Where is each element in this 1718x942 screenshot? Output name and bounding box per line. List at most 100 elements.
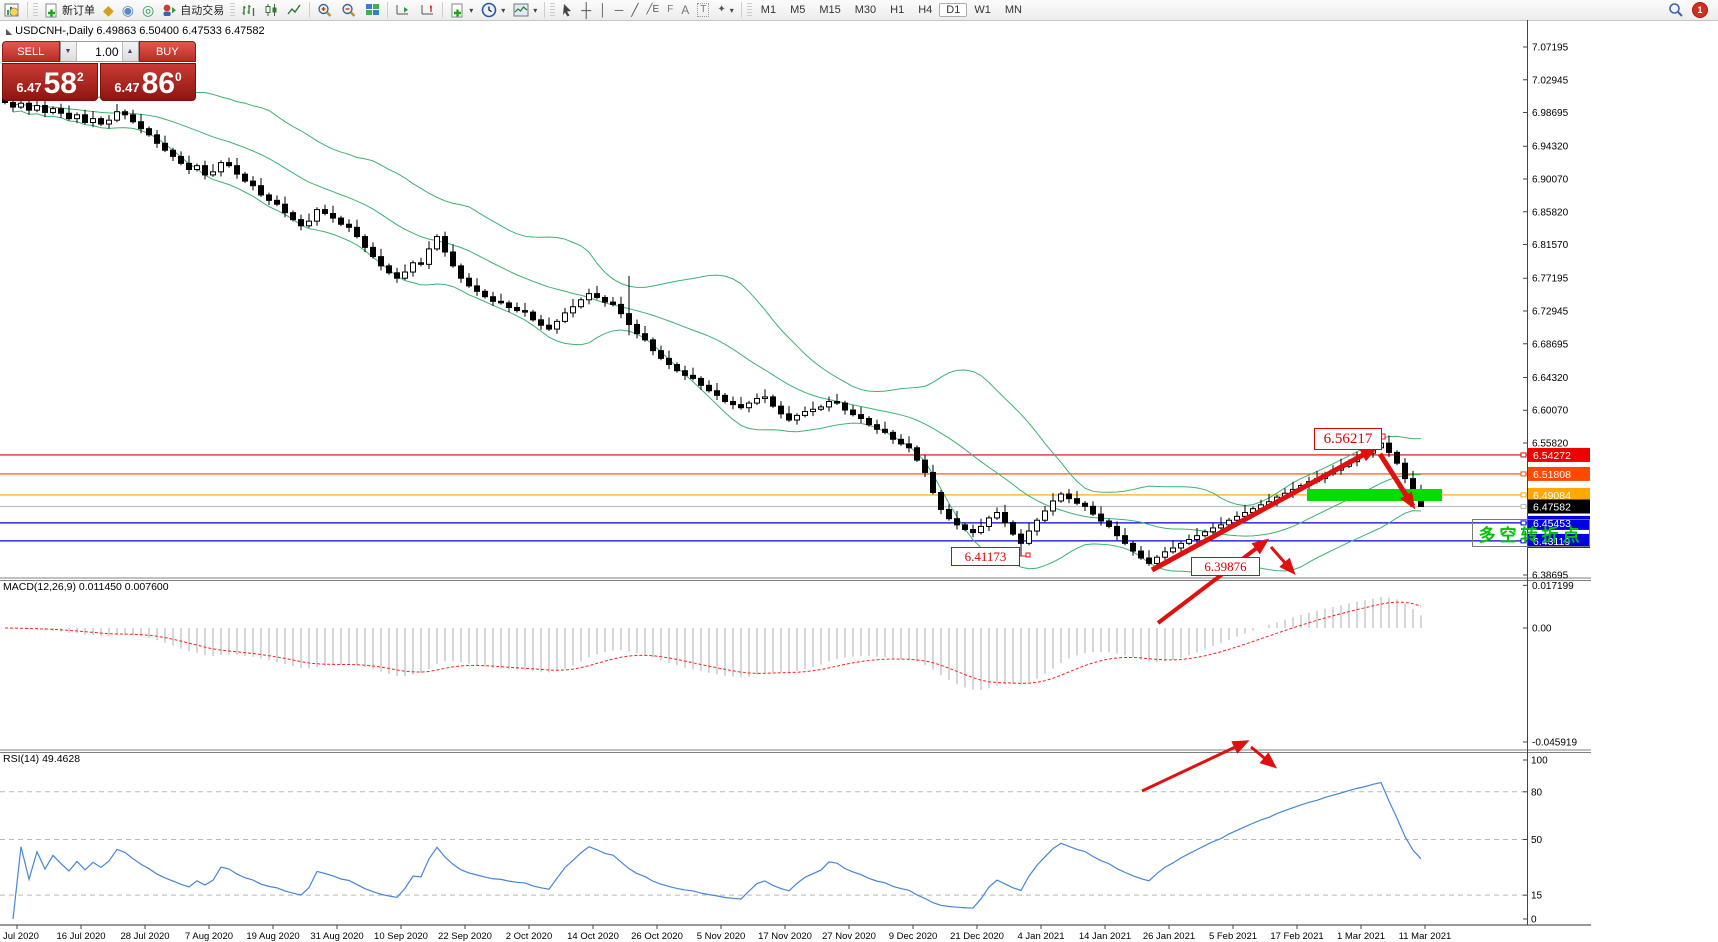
bollinger-bands [12,90,1422,574]
svg-text:27 Nov 2020: 27 Nov 2020 [822,931,876,942]
timeframe-button-mn[interactable]: MN [1004,4,1022,16]
timeframe-button-d1[interactable]: D1 [939,3,968,17]
community-button[interactable]: ◉ [118,1,138,19]
svg-text:6.45453: 6.45453 [1533,518,1571,530]
svg-text:19 Aug 2020: 19 Aug 2020 [246,931,299,942]
turning-point-note: 多空转折点 [1472,519,1590,547]
price-label-low1: 6.41173 [951,547,1020,566]
svg-text:16 Jul 2020: 16 Jul 2020 [56,931,105,942]
auto-scroll-button[interactable] [391,1,415,19]
svg-text:0.017199: 0.017199 [1532,581,1574,592]
toolbar-grip [230,3,236,17]
svg-text:6.94320: 6.94320 [1532,142,1569,153]
timeframe-button-h1[interactable]: H1 [890,4,905,16]
toolbar-separator [442,2,444,18]
templates-button[interactable]: ▾ [509,1,541,19]
market-watch-button[interactable] [0,1,24,19]
sell-price-big: 58 [43,67,77,100]
trend-arrow [1269,546,1296,576]
search-button[interactable] [1664,1,1688,19]
line-chart-icon [287,4,301,15]
drawn-annotations [1018,433,1442,793]
sell-price-small: 6.47 [16,80,42,95]
svg-text:6.38695: 6.38695 [1532,571,1569,582]
bar-chart-button[interactable] [237,1,260,19]
candlestick-chart-button[interactable] [260,1,283,19]
line-chart-button[interactable] [283,1,306,19]
market-button[interactable]: ◎ [138,1,158,19]
cursor-tool-button[interactable] [557,1,577,19]
text-tool-button[interactable]: A [677,1,693,19]
chart-title-text: USDCNH-,Daily 6.49863 6.50400 6.47533 6.… [15,25,265,37]
vertical-line-tool-button[interactable]: │ [595,1,611,19]
buy-button[interactable]: BUY [138,41,196,62]
svg-text:7 Aug 2020: 7 Aug 2020 [185,931,233,942]
toolbar-separator [544,2,546,18]
channel-icon: F [667,4,674,15]
trendline-tool-button[interactable]: ╱ [627,1,642,19]
new-order-button[interactable]: 新订单 [40,1,99,19]
chart-shift-icon [421,5,434,15]
main-toolbar: 新订单 ◆ ◉ ◎ 自动交易 ▾ ▾ ▾ ┼ │ ─ ╱ ╱E F A T ✦ ▾ [0,0,1718,21]
candlesticks [2,95,1424,566]
sell-button[interactable]: SELL [2,41,60,62]
timeframe-button-m30[interactable]: M30 [854,4,877,16]
signal-icon: ◎ [142,2,155,18]
dropdown-arrow-icon: ▾ [729,5,734,15]
svg-text:0.00: 0.00 [1532,624,1552,635]
chart-canvas[interactable]: 7.07195 7.02945 6.98695 6.94320 6.90070 6.858… [0,20,1718,942]
svg-text:6.60070: 6.60070 [1532,406,1569,417]
volume-input[interactable] [76,42,122,61]
timeframe-button-m15[interactable]: M15 [819,4,841,16]
macd-indicator-label: MACD(12,26,9) 0.011450 0.007600 [3,581,169,593]
search-icon [1669,3,1683,17]
zoom-out-icon [342,3,356,17]
label-tool-button[interactable]: T [693,1,713,19]
svg-text:6 Jul 2020: 6 Jul 2020 [0,931,39,942]
volume-decrease-button[interactable]: ▼ [60,42,77,61]
svg-text:-0.045919: -0.045919 [1532,737,1577,748]
macd-histogram [12,596,1422,690]
autotrading-button[interactable]: 自动交易 [158,1,228,19]
svg-text:31 Aug 2020: 31 Aug 2020 [310,931,363,942]
timeframe-button-w1[interactable]: W1 [974,4,991,16]
channel-tool-button[interactable]: F [663,1,677,19]
rsi-levels [0,791,1527,896]
fibonacci-tool-button[interactable]: ╱E [642,1,663,19]
autotrading-label: 自动交易 [180,5,225,17]
price-label-peak: 6.56217 [1314,428,1382,450]
macd-axis: 0.017199 0.00 -0.045919 [1523,581,1577,748]
notifications-button[interactable]: 1 [1688,1,1712,19]
svg-text:15: 15 [1531,891,1543,902]
svg-text:6.68695: 6.68695 [1532,339,1569,350]
zoom-out-button[interactable] [337,1,361,19]
timeframe-button-m1[interactable]: M1 [760,4,777,16]
sell-price-display[interactable]: 6.47 58 2 [2,63,98,101]
metaeditor-button[interactable]: ◆ [99,1,118,19]
auto-scroll-icon [396,5,409,15]
user-cloud-icon: ◉ [121,2,134,18]
rsi-indicator-label: RSI(14) 49.4628 [3,753,81,765]
crosshair-tool-button[interactable]: ┼ [577,1,595,19]
dropdown-arrow-icon: ▾ [501,5,506,15]
chart-shift-button[interactable] [415,1,439,19]
volume-increase-button[interactable]: ▲ [121,42,138,61]
svg-text:21 Dec 2020: 21 Dec 2020 [950,931,1004,942]
new-order-label: 新订单 [62,5,95,17]
tile-windows-icon [366,4,380,15]
toolbar-grip [746,3,752,17]
periods-button[interactable]: ▾ [477,1,509,19]
clock-icon [481,2,497,18]
indicators-button[interactable]: ▾ [446,1,477,19]
arrows-tool-button[interactable]: ✦ ▾ [713,1,737,19]
timeframe-button-m5[interactable]: M5 [790,4,806,16]
zoom-in-button[interactable] [313,1,337,19]
timeframe-button-h4[interactable]: H4 [918,4,933,16]
svg-text:6.51808: 6.51808 [1533,469,1571,481]
volume-field: ▼ ▲ [59,41,139,62]
svg-text:9 Dec 2020: 9 Dec 2020 [889,931,938,942]
horizontal-line-tool-button[interactable]: ─ [611,1,628,19]
tile-windows-button[interactable] [361,1,384,19]
buy-price-display[interactable]: 6.47 86 0 [100,63,196,101]
